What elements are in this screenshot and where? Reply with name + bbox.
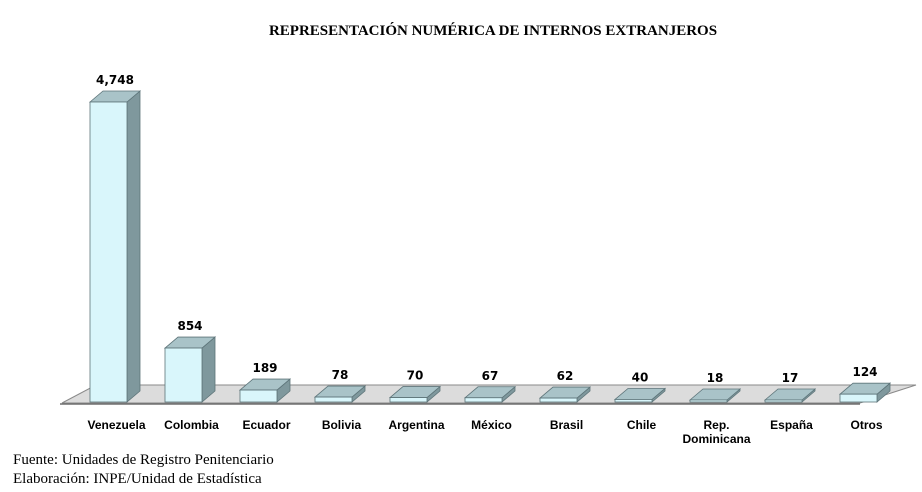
bar-brasil — [538, 386, 592, 403]
category-label-brasil: Brasil — [550, 418, 583, 432]
bar-otros — [838, 382, 892, 403]
bar-front — [239, 389, 278, 403]
category-label-bolivia: Bolivia — [322, 418, 362, 432]
value-labels: 4,748 854 189 78 70 67 62 40 18 17 124 — [96, 73, 878, 385]
bar-venezuela — [88, 90, 142, 403]
bar-chart: 4,748 854 189 78 70 67 62 40 18 17 124 Venezuela Co… — [60, 73, 917, 446]
value-label-venezuela: 4,748 — [96, 73, 134, 87]
chart-notes: Fuente: Unidades de Registro Penitenciar… — [13, 451, 274, 489]
bar-chile — [613, 387, 667, 403]
category-label-ecuador: Ecuador — [242, 418, 290, 432]
value-label-chile: 40 — [632, 370, 649, 384]
category-label-otros: Otros — [850, 418, 882, 432]
bar-front — [164, 347, 203, 403]
bar-front — [389, 397, 428, 403]
value-label-ecuador: 189 — [252, 361, 277, 375]
category-label-m-xico: México — [471, 418, 512, 432]
bar-rep-dominicana — [688, 388, 742, 403]
bar-front — [539, 397, 578, 403]
elaboration-note: Elaboración: INPE/Unidad de Estadística — [13, 471, 262, 487]
category-label-chile: Chile — [627, 418, 657, 432]
bar-side — [126, 90, 141, 403]
bar-m-xico — [463, 385, 517, 403]
value-label-bolivia: 78 — [332, 368, 349, 382]
bar-front — [464, 397, 503, 403]
value-label-espa-a: 17 — [782, 371, 799, 385]
category-label-rep-dominicana: Rep. Dominicana — [682, 418, 750, 446]
category-label-colombia: Colombia — [164, 418, 219, 432]
bar-front — [614, 399, 653, 403]
bar-front — [764, 399, 803, 403]
bar-argentina — [388, 385, 442, 403]
value-label-m-xico: 67 — [482, 369, 499, 383]
category-label-espa-a: España — [770, 418, 813, 432]
category-labels: Venezuela Colombia Ecuador Bolivia Argentina… — [87, 418, 882, 446]
bar-front — [689, 399, 728, 403]
bars — [88, 90, 892, 403]
value-label-otros: 124 — [852, 365, 877, 379]
value-label-argentina: 70 — [407, 369, 424, 383]
value-label-colombia: 854 — [177, 319, 202, 333]
bar-front — [314, 396, 353, 403]
chart-title: REPRESENTACIÓN NUMÉRICA DE INTERNOS EXTR… — [268, 23, 718, 39]
value-label-rep-dominicana: 18 — [707, 371, 724, 385]
bar-front — [89, 101, 128, 403]
bar-colombia — [163, 336, 217, 403]
category-label-venezuela: Venezuela — [87, 418, 145, 432]
value-label-brasil: 62 — [557, 369, 574, 383]
bar-espa-a — [763, 388, 817, 403]
category-label-argentina: Argentina — [388, 418, 444, 432]
bar-ecuador — [238, 378, 292, 403]
source-note: Fuente: Unidades de Registro Penitenciar… — [13, 452, 274, 468]
bar-front — [839, 393, 878, 403]
bar-bolivia — [313, 385, 367, 403]
